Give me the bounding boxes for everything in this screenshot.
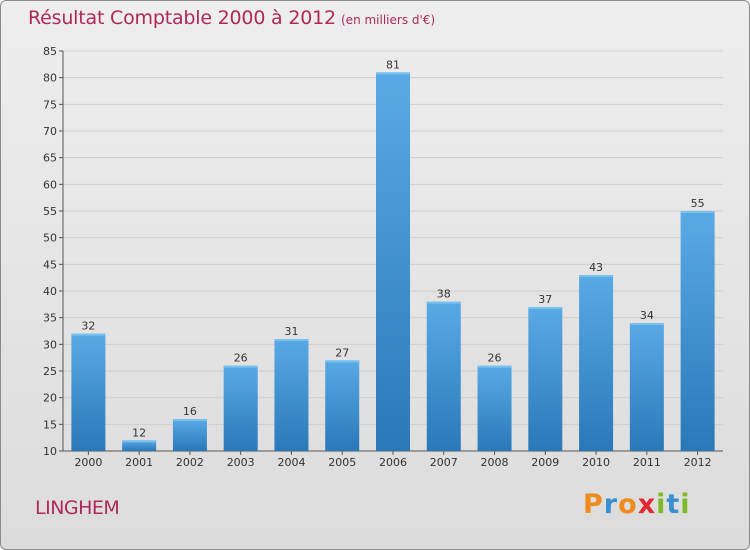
bar-top-edge	[274, 339, 309, 341]
bar-2001	[122, 440, 157, 451]
bar-top-edge	[122, 440, 157, 443]
x-tick-label: 2002	[176, 456, 204, 469]
bars	[71, 72, 715, 451]
y-tick-label: 20	[43, 392, 57, 405]
y-tick-label: 30	[43, 338, 57, 351]
x-tick-label: 2008	[481, 456, 509, 469]
y-tick-label: 35	[43, 312, 57, 325]
bar-2004	[274, 339, 309, 451]
x-tick-label: 2003	[227, 456, 255, 469]
y-tick-label: 15	[43, 418, 57, 431]
data-label: 55	[691, 197, 705, 210]
commune-name: LINGHEM	[35, 497, 120, 519]
x-tick-label: 2000	[74, 456, 102, 469]
bar-top-edge	[680, 211, 715, 213]
y-tick-label: 50	[43, 232, 57, 245]
bar-top-edge	[629, 323, 664, 325]
bar-top-edge	[579, 275, 614, 277]
data-label: 26	[488, 352, 502, 365]
proxiti-logo: Proxiti	[583, 489, 691, 520]
bar-2006	[376, 72, 410, 451]
x-tick-label: 2007	[430, 456, 458, 469]
data-label: 12	[132, 426, 146, 439]
data-label: 38	[437, 288, 451, 301]
bar-top-edge	[223, 365, 258, 368]
y-tick-label: 45	[43, 258, 57, 271]
bar-2009	[528, 307, 563, 451]
bar-top-edge	[426, 301, 461, 304]
y-tick-label: 65	[43, 152, 57, 165]
y-tick-label: 40	[43, 285, 57, 298]
data-label: 16	[183, 405, 197, 418]
x-tick-label: 2006	[379, 456, 407, 469]
bar-top-edge	[325, 360, 360, 363]
data-label: 31	[284, 325, 298, 338]
bar-2000	[71, 333, 106, 451]
chart-subtitle: (en milliers d'€)	[341, 13, 436, 27]
y-tick-label: 80	[43, 72, 57, 85]
x-tick-label: 2012	[684, 456, 712, 469]
bar-2002	[172, 419, 207, 451]
data-label: 37	[538, 293, 552, 306]
bar-2005	[325, 360, 360, 451]
bar-2008	[477, 365, 512, 451]
x-tick-label: 2011	[633, 456, 661, 469]
y-tick-label: 75	[43, 98, 57, 111]
bar-2003	[223, 365, 258, 451]
x-tick-label: 2001	[125, 456, 153, 469]
y-tick-label: 70	[43, 125, 57, 138]
data-label: 43	[589, 261, 603, 274]
bar-2012	[680, 211, 715, 451]
data-label: 32	[81, 320, 95, 333]
y-tick-label: 85	[43, 45, 57, 58]
data-label: 34	[640, 309, 654, 322]
bar-2010	[579, 275, 614, 451]
data-labels: 32 12 16 26 31 27 81 38 26 37 43 34 55	[81, 58, 704, 439]
x-tick-label: 2009	[531, 456, 559, 469]
y-tick-label: 25	[43, 365, 57, 378]
bar-top-edge	[172, 419, 207, 421]
y-tick-label: 10	[43, 445, 57, 458]
x-tick-label: 2010	[582, 456, 610, 469]
y-tick-label: 60	[43, 178, 57, 191]
bar-top-edge	[71, 333, 106, 336]
bar-top-edge	[528, 307, 563, 309]
y-tick-label: 55	[43, 205, 57, 218]
bar-2011	[629, 323, 664, 451]
bar-top-edge	[376, 72, 410, 75]
x-tick-label: 2005	[328, 456, 356, 469]
x-tick-label: 2004	[277, 456, 305, 469]
data-label: 27	[335, 346, 349, 359]
bar-top-edge	[477, 365, 512, 368]
chart-title: Résultat Comptable 2000 à 2012	[28, 7, 336, 29]
x-axis: 2000 2001 2002 2003 2004 2005 2006 2007 2008 2009…	[74, 451, 712, 469]
data-label: 81	[386, 58, 400, 71]
bar-2007	[426, 301, 461, 451]
data-label: 26	[234, 352, 248, 365]
